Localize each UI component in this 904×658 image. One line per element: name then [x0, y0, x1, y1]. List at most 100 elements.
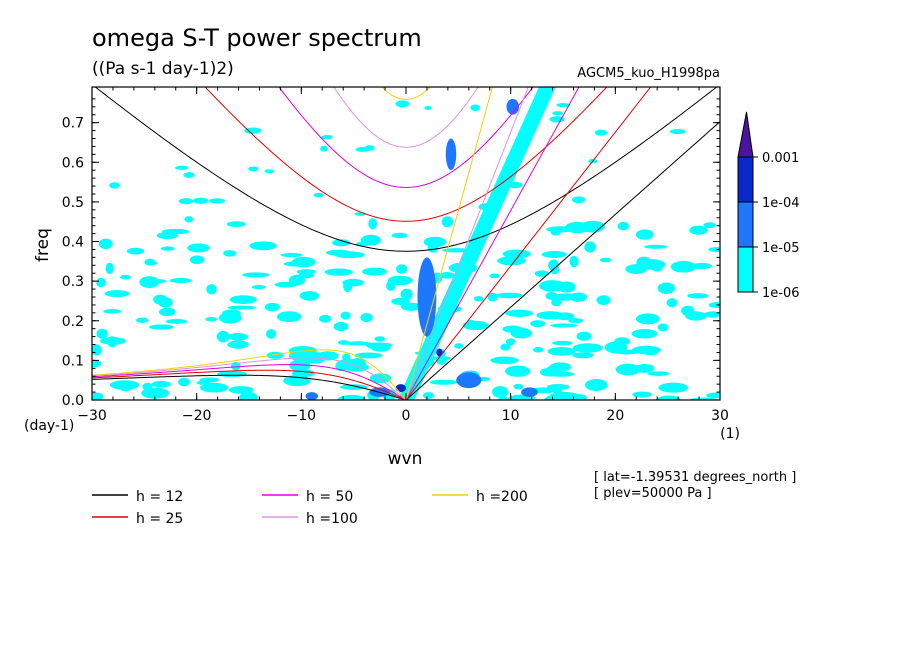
noise-patch — [216, 330, 230, 343]
noise-patch — [505, 309, 534, 317]
rossby-curve-h12 — [92, 374, 407, 400]
noise-patch — [691, 262, 713, 270]
noise-patch — [223, 250, 237, 257]
legend-label: h = 25 — [136, 511, 183, 527]
y-tick-label: 0.7 — [62, 116, 84, 132]
noise-patch — [103, 309, 122, 314]
noise-patch — [644, 244, 668, 249]
colorbar: 1e-06 1e-05 1e-04 0.001 — [737, 111, 800, 301]
noise-patch — [554, 312, 575, 321]
noise-patch — [505, 338, 516, 346]
noise-patch — [552, 340, 573, 346]
noise-patch — [658, 382, 689, 393]
legend-label: h = 12 — [136, 489, 183, 505]
noise-patch — [498, 397, 512, 400]
legend-label: h = 50 — [306, 489, 353, 505]
noise-patch — [136, 317, 149, 323]
noise-patch — [159, 307, 176, 317]
noise-patch — [556, 102, 571, 108]
noise-patch — [547, 347, 576, 356]
noise-patch — [183, 172, 195, 178]
noise-patch — [547, 365, 566, 372]
y-tick-label: 0.4 — [62, 235, 84, 251]
dataset-label: AGCM5_kuo_H1998pa — [577, 66, 720, 81]
kelvin-curve-h50 — [405, 87, 580, 400]
noise-patch — [264, 169, 275, 174]
noise-patch — [599, 257, 612, 263]
inertia-gravity-curve-h100 — [333, 87, 479, 148]
noise-patch — [689, 225, 708, 235]
noise-patch — [141, 387, 170, 399]
noise-patch — [296, 269, 316, 275]
noise-patch — [685, 311, 707, 321]
noise-patch — [502, 325, 523, 333]
noise-patch — [208, 198, 226, 204]
noise-patch — [360, 312, 373, 323]
x-axis-unit: (1) — [720, 426, 740, 442]
power-blob — [395, 384, 406, 393]
noise-patch — [557, 281, 576, 293]
noise-patch — [291, 256, 316, 268]
latitude-note: [ lat=-1.39531 degrees_north ] — [594, 470, 796, 485]
power-blob — [521, 387, 538, 397]
noise-patch — [687, 293, 709, 299]
noise-patch — [297, 272, 315, 279]
x-axis-label: wvn — [388, 449, 423, 469]
noise-patch — [332, 239, 351, 247]
noise-patch — [345, 341, 371, 346]
noise-patch — [362, 267, 388, 276]
y-tick-label: 0.6 — [62, 155, 84, 171]
noise-patch — [104, 290, 130, 298]
noise-patch — [400, 302, 422, 311]
noise-patch — [708, 246, 720, 253]
noise-patch — [368, 218, 378, 230]
noise-patch — [631, 328, 658, 339]
inertia-gravity-curve-h25 — [204, 87, 608, 222]
noise-patch — [487, 292, 498, 302]
noise-patch — [221, 309, 241, 318]
noise-patch — [96, 328, 108, 339]
noise-patch — [647, 371, 670, 376]
noise-patch — [470, 104, 481, 111]
noise-patch — [161, 246, 175, 251]
power-blob — [436, 348, 443, 357]
noise-patch — [625, 264, 648, 274]
inertia-gravity-curve-h50 — [278, 87, 534, 188]
noise-patch — [550, 323, 578, 328]
noise-patch — [340, 311, 351, 320]
noise-patch — [151, 380, 172, 388]
noise-patch — [391, 297, 411, 306]
colorbar-segment — [737, 201, 754, 248]
noise-patch — [355, 147, 371, 152]
power-blob — [305, 392, 319, 400]
colorbar-segment — [737, 246, 754, 293]
x-tick-label: −10 — [287, 408, 317, 424]
noise-patch — [241, 272, 270, 278]
noise-patch — [423, 236, 447, 248]
noise-patch — [244, 127, 262, 134]
noise-patch — [156, 231, 179, 240]
noise-patch — [466, 319, 477, 330]
noise-patch — [572, 352, 594, 359]
x-tick-label: 20 — [606, 408, 624, 424]
noise-patch — [395, 100, 410, 108]
y-tick-label: 0.1 — [62, 353, 84, 369]
noise-patch — [569, 255, 579, 268]
noise-patch — [596, 295, 611, 306]
noise-patch — [178, 377, 191, 387]
noise-patch — [321, 134, 333, 140]
colorbar-label: 1e-06 — [762, 286, 800, 301]
plev-note: [ plev=50000 Pa ] — [594, 486, 712, 501]
noise-patch — [342, 353, 351, 362]
noise-patch — [505, 365, 531, 377]
noise-patch — [120, 274, 131, 280]
noise-patch — [92, 392, 104, 400]
noise-patch — [391, 232, 408, 239]
noise-patch — [319, 314, 332, 323]
x-tick-label: 10 — [502, 408, 520, 424]
noise-patch — [656, 395, 681, 400]
x-tick-label: 30 — [711, 408, 729, 424]
noise-patch — [126, 247, 145, 255]
noise-patch — [704, 311, 720, 318]
y-tick-label: 0.2 — [62, 314, 84, 330]
